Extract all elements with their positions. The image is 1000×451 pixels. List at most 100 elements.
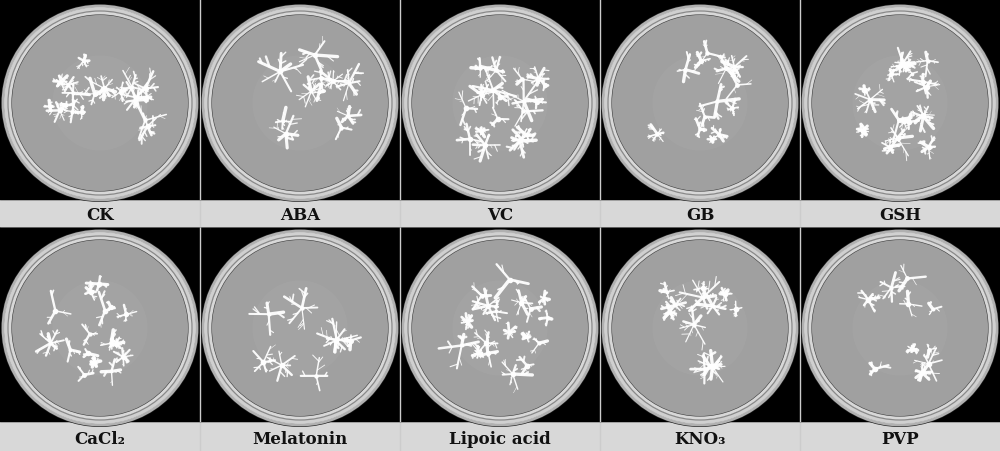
- Point: [43, 340, 59, 347]
- Point: [76, 57, 92, 64]
- Point: [697, 113, 713, 120]
- Point: [855, 127, 871, 134]
- Bar: [0, 200, 1000, 227]
- Point: [515, 108, 531, 115]
- Point: [311, 89, 327, 96]
- Ellipse shape: [9, 12, 191, 194]
- Text: GSH: GSH: [879, 207, 921, 224]
- Ellipse shape: [806, 234, 994, 422]
- Point: [649, 130, 665, 138]
- Ellipse shape: [801, 229, 999, 427]
- Point: [921, 143, 937, 151]
- Point: [76, 371, 92, 378]
- Point: [459, 318, 475, 326]
- Point: [709, 98, 725, 105]
- Ellipse shape: [652, 281, 748, 376]
- Point: [686, 321, 702, 328]
- Point: [485, 87, 501, 94]
- Point: [693, 57, 709, 64]
- Point: [118, 311, 134, 318]
- Point: [514, 75, 530, 83]
- Point: [705, 302, 721, 309]
- Point: [261, 311, 277, 318]
- Point: [677, 66, 693, 73]
- Point: [882, 143, 898, 151]
- Ellipse shape: [409, 12, 591, 194]
- Point: [695, 284, 711, 291]
- Ellipse shape: [201, 229, 399, 427]
- Point: [896, 119, 912, 126]
- Text: ABA: ABA: [280, 207, 320, 224]
- Ellipse shape: [812, 15, 988, 191]
- Point: [97, 307, 113, 314]
- Ellipse shape: [812, 240, 988, 416]
- Point: [340, 112, 356, 120]
- Ellipse shape: [809, 237, 991, 419]
- Point: [474, 292, 490, 299]
- Point: [667, 302, 683, 309]
- Ellipse shape: [452, 281, 548, 376]
- Point: [915, 78, 931, 85]
- Point: [328, 337, 344, 344]
- Point: [531, 340, 547, 347]
- Point: [82, 330, 98, 337]
- Point: [140, 123, 156, 130]
- Ellipse shape: [1, 229, 199, 427]
- Point: [728, 306, 744, 313]
- Point: [921, 346, 937, 353]
- Text: CaCl₂: CaCl₂: [75, 432, 125, 448]
- Ellipse shape: [612, 240, 788, 416]
- Point: [58, 101, 74, 109]
- Ellipse shape: [212, 15, 388, 191]
- Point: [897, 62, 913, 69]
- Point: [904, 345, 920, 352]
- Point: [662, 308, 678, 316]
- Point: [477, 142, 493, 149]
- Point: [103, 304, 119, 311]
- Point: [488, 67, 504, 74]
- Ellipse shape: [609, 12, 791, 194]
- Point: [519, 132, 535, 139]
- Point: [915, 113, 931, 120]
- Point: [333, 124, 349, 131]
- Text: Lipoic acid: Lipoic acid: [449, 432, 551, 448]
- Point: [659, 288, 675, 295]
- Point: [325, 78, 341, 85]
- Point: [128, 94, 144, 101]
- Point: [890, 134, 906, 142]
- Point: [454, 342, 470, 349]
- Point: [64, 108, 80, 115]
- Ellipse shape: [401, 4, 599, 202]
- Point: [856, 86, 872, 93]
- Point: [42, 103, 58, 110]
- Point: [308, 372, 324, 379]
- Ellipse shape: [601, 229, 799, 427]
- Point: [87, 90, 103, 97]
- Point: [343, 337, 359, 344]
- Point: [274, 362, 290, 369]
- Point: [47, 307, 63, 314]
- Ellipse shape: [201, 4, 399, 202]
- Text: GB: GB: [686, 207, 714, 224]
- Point: [704, 136, 720, 143]
- Point: [474, 91, 490, 98]
- Point: [83, 288, 99, 295]
- Point: [272, 68, 288, 75]
- Point: [914, 369, 930, 376]
- Point: [867, 365, 883, 373]
- Point: [472, 65, 488, 72]
- Point: [702, 362, 718, 369]
- Point: [513, 299, 529, 306]
- Point: [899, 275, 915, 282]
- Point: [103, 340, 119, 347]
- Point: [915, 111, 931, 118]
- Point: [329, 336, 345, 343]
- Point: [307, 51, 323, 59]
- Ellipse shape: [1, 4, 199, 202]
- Point: [726, 63, 742, 70]
- Ellipse shape: [52, 55, 148, 151]
- Point: [891, 116, 907, 124]
- Point: [278, 130, 294, 137]
- Ellipse shape: [409, 237, 591, 419]
- Point: [480, 302, 496, 309]
